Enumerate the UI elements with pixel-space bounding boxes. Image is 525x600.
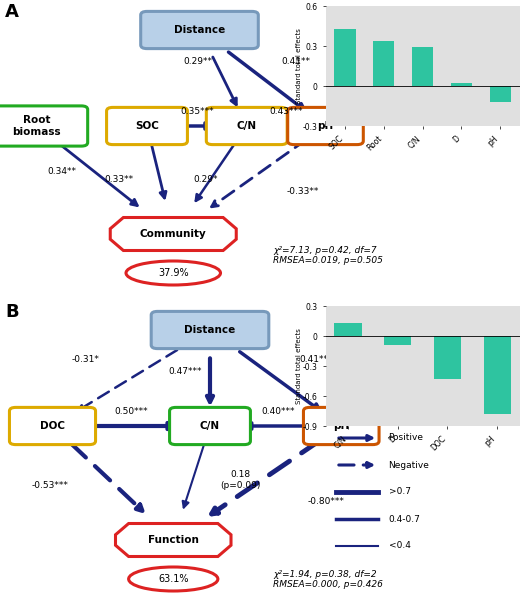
Text: Root
biomass: Root biomass [13, 115, 61, 137]
FancyBboxPatch shape [303, 407, 379, 445]
FancyBboxPatch shape [288, 107, 363, 145]
Text: 0.40***: 0.40*** [261, 407, 295, 415]
Text: 37.9%: 37.9% [158, 268, 188, 278]
Ellipse shape [129, 567, 218, 591]
Text: 0.29*: 0.29* [193, 175, 218, 185]
Text: Distance: Distance [184, 325, 236, 335]
Text: Negative: Negative [388, 461, 429, 469]
Ellipse shape [126, 261, 220, 285]
Text: DOC: DOC [40, 421, 65, 431]
Text: pH: pH [333, 421, 349, 431]
Text: pH: pH [318, 121, 333, 131]
Text: -0.31*: -0.31* [72, 355, 100, 364]
FancyBboxPatch shape [141, 11, 258, 49]
Text: -0.33**: -0.33** [286, 187, 319, 196]
Text: SOC: SOC [135, 121, 159, 131]
Text: Community: Community [140, 229, 207, 239]
FancyBboxPatch shape [0, 106, 88, 146]
FancyBboxPatch shape [107, 107, 187, 145]
Text: <0.4: <0.4 [388, 541, 411, 551]
Text: 0.47***: 0.47*** [169, 367, 202, 377]
Text: -0.53***: -0.53*** [32, 481, 68, 491]
Text: Positive: Positive [388, 433, 424, 443]
FancyBboxPatch shape [170, 407, 250, 445]
Text: 63.1%: 63.1% [158, 574, 188, 584]
Text: 0.41***: 0.41*** [299, 355, 333, 364]
Text: 0.29**: 0.29** [184, 57, 213, 66]
Text: A: A [5, 3, 19, 21]
FancyBboxPatch shape [206, 107, 287, 145]
Text: Distance: Distance [174, 25, 225, 35]
Text: 0.35***: 0.35*** [180, 107, 214, 115]
Polygon shape [110, 217, 236, 251]
Text: χ²=7.13, p=0.42, df=7
RMSEA=0.019, p=0.505: χ²=7.13, p=0.42, df=7 RMSEA=0.019, p=0.5… [273, 246, 383, 265]
Text: 0.41**: 0.41** [281, 57, 310, 66]
Text: 0.33**: 0.33** [105, 175, 134, 185]
Text: 0.43***: 0.43*** [269, 107, 303, 115]
Text: Function: Function [148, 535, 198, 545]
Text: >0.7: >0.7 [388, 487, 411, 496]
Text: B: B [5, 303, 19, 321]
FancyBboxPatch shape [9, 407, 96, 445]
Text: C/N: C/N [200, 421, 220, 431]
Polygon shape [116, 523, 231, 557]
Text: 0.50***: 0.50*** [114, 407, 148, 415]
Text: 0.4-0.7: 0.4-0.7 [388, 514, 421, 523]
Text: χ²=1.94, p=0.38, df=2
RMSEA=0.000, p=0.426: χ²=1.94, p=0.38, df=2 RMSEA=0.000, p=0.4… [273, 570, 383, 589]
FancyBboxPatch shape [151, 311, 269, 349]
Text: -0.80***: -0.80*** [307, 497, 344, 505]
Text: 0.34**: 0.34** [47, 166, 76, 175]
Text: C/N: C/N [237, 121, 257, 131]
Text: 0.18
(p=0.09): 0.18 (p=0.09) [220, 470, 261, 490]
